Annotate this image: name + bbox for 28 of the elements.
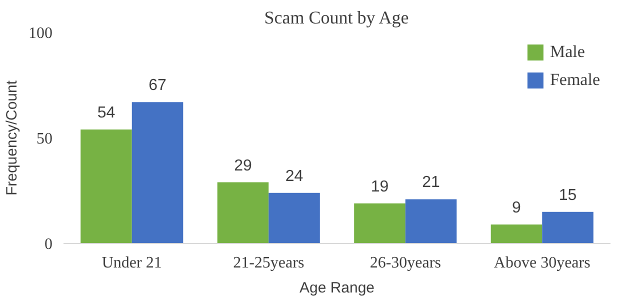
bar bbox=[80, 130, 132, 244]
x-tick-label: Under 21 bbox=[102, 254, 162, 272]
bar bbox=[268, 192, 320, 244]
bar bbox=[132, 102, 184, 244]
data-label: 54 bbox=[97, 104, 116, 122]
x-tick-label: 26-30years bbox=[370, 254, 441, 272]
bar bbox=[217, 182, 269, 244]
data-label: 67 bbox=[148, 77, 167, 94]
y-tick-label: 50 bbox=[36, 130, 52, 148]
bar bbox=[490, 224, 542, 244]
x-tick-label: Above 30years bbox=[494, 254, 590, 272]
legend-label: Female bbox=[550, 70, 600, 90]
data-label: 29 bbox=[234, 157, 252, 174]
x-tick-label: 21-25years bbox=[233, 254, 304, 272]
y-tick-label: 100 bbox=[28, 25, 52, 42]
chart-title: Scam Count by Age bbox=[264, 8, 409, 28]
bar bbox=[405, 199, 457, 244]
data-label: 24 bbox=[285, 168, 304, 185]
data-label: 9 bbox=[512, 200, 522, 217]
y-tick-label: 0 bbox=[44, 236, 52, 253]
y-axis-title: Frequency/Count bbox=[4, 80, 20, 196]
x-axis-title: Age Range bbox=[299, 280, 375, 296]
legend-label: Male bbox=[550, 42, 585, 62]
bar bbox=[542, 212, 594, 244]
bar bbox=[354, 203, 406, 244]
data-label: 15 bbox=[558, 186, 577, 204]
data-label: 21 bbox=[422, 174, 440, 192]
data-label: 19 bbox=[370, 178, 389, 196]
